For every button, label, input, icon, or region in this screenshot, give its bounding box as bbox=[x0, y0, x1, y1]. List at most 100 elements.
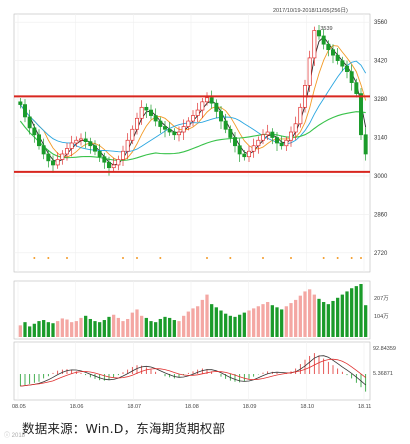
macd-bar bbox=[253, 374, 255, 377]
volume-bar bbox=[37, 321, 41, 337]
volume-bar bbox=[326, 304, 330, 337]
macd-bar bbox=[127, 369, 129, 374]
volume-bar bbox=[177, 321, 181, 337]
macd-bar bbox=[150, 369, 152, 374]
macd-bar bbox=[239, 374, 241, 383]
candle-body bbox=[130, 128, 135, 141]
volume-bar bbox=[340, 294, 344, 337]
volume-bar bbox=[46, 322, 50, 337]
candle-body bbox=[307, 57, 312, 86]
event-dot bbox=[122, 257, 124, 259]
candle-body bbox=[125, 139, 130, 152]
y-tick-label: 2720 bbox=[374, 251, 388, 257]
macd-bar bbox=[103, 374, 105, 381]
candle-body bbox=[237, 145, 242, 155]
volume-bar bbox=[130, 312, 134, 337]
volume-bar bbox=[191, 308, 195, 337]
candle-body bbox=[46, 153, 51, 162]
candle-body bbox=[270, 131, 275, 138]
candle-body bbox=[251, 145, 256, 152]
volume-bar bbox=[359, 284, 363, 337]
volume-bar bbox=[298, 295, 302, 337]
macd-bar bbox=[327, 361, 329, 374]
volume-bar bbox=[186, 311, 190, 337]
event-dot bbox=[350, 257, 353, 259]
macd-bar bbox=[262, 372, 264, 374]
volume-bar bbox=[224, 313, 228, 337]
candle-body bbox=[359, 93, 363, 136]
macd-bar bbox=[313, 353, 315, 374]
volume-bar bbox=[28, 326, 32, 337]
macd-bar bbox=[164, 374, 166, 377]
volume-bar bbox=[312, 294, 316, 337]
volume-bar bbox=[280, 309, 284, 337]
candle-body bbox=[279, 142, 284, 147]
candle-body bbox=[265, 131, 270, 136]
candle-body bbox=[55, 159, 60, 166]
macd-bar bbox=[117, 374, 119, 376]
candle-body bbox=[107, 161, 111, 169]
volume-tick-label: 104万 bbox=[374, 313, 389, 320]
candle-body bbox=[74, 139, 79, 144]
volume-bar bbox=[163, 316, 167, 337]
date-range-label: 2017/10/19-2018/11/05(256日) bbox=[273, 7, 348, 14]
macd-bar bbox=[38, 374, 40, 382]
candle-body bbox=[79, 138, 83, 141]
candle-body bbox=[228, 128, 233, 138]
macd-bar bbox=[52, 372, 54, 374]
volume-bar bbox=[205, 294, 209, 337]
candle-body bbox=[32, 127, 37, 136]
volume-bar bbox=[256, 306, 260, 337]
volume-bar bbox=[345, 291, 349, 337]
volume-bar bbox=[233, 316, 237, 337]
source-caption: 数据来源：Win.D，东海期货期权部 bbox=[22, 421, 226, 436]
y-axis-tick-labels: 2720 2860 3000 3140 3280 3420 3560 bbox=[374, 20, 388, 257]
volume-tick-label: 207万 bbox=[374, 295, 389, 302]
candle-body bbox=[121, 150, 125, 160]
high-price-label: 3539 bbox=[320, 26, 332, 32]
candle-body bbox=[214, 102, 219, 112]
macd-bar bbox=[122, 372, 124, 374]
candle-body bbox=[345, 65, 349, 72]
volume-bar bbox=[112, 314, 116, 337]
candle-body bbox=[223, 120, 228, 130]
candle-body bbox=[256, 139, 261, 147]
candle-body bbox=[289, 131, 293, 141]
x-tick-label: 18.11 bbox=[358, 404, 371, 410]
event-dot bbox=[262, 257, 264, 259]
volume-bar bbox=[93, 321, 97, 337]
volume-bar bbox=[336, 297, 340, 337]
volume-bar bbox=[74, 321, 78, 337]
volume-bar bbox=[303, 291, 307, 337]
volume-bar bbox=[65, 319, 69, 337]
ma-orange-line bbox=[19, 45, 367, 161]
volume-bar bbox=[364, 305, 368, 337]
volume-bar bbox=[102, 320, 106, 337]
x-tick-label: 18.09 bbox=[243, 404, 257, 410]
candle-body bbox=[354, 82, 359, 94]
x-tick-label: 08.05 bbox=[12, 404, 26, 410]
macd-bar bbox=[248, 374, 250, 379]
macd-bar bbox=[201, 368, 203, 374]
volume-bar bbox=[289, 303, 293, 337]
volume-bar bbox=[210, 304, 214, 337]
y-tick-label: 3420 bbox=[374, 59, 388, 65]
macd-bar bbox=[206, 369, 208, 374]
volume-bar bbox=[140, 315, 144, 337]
volume-bar bbox=[247, 310, 251, 337]
macd-bar bbox=[267, 371, 269, 374]
macd-bar bbox=[99, 374, 101, 381]
candle-body bbox=[23, 104, 27, 118]
macd-bar bbox=[183, 374, 185, 376]
candle-body bbox=[177, 131, 181, 136]
watermark: ⓘ 2018 bbox=[4, 433, 26, 439]
candle-body bbox=[200, 101, 205, 111]
macd-bar bbox=[225, 374, 227, 379]
volume-bar bbox=[219, 310, 223, 337]
y-tick-label: 3140 bbox=[374, 136, 388, 142]
candle-body bbox=[144, 106, 149, 111]
event-dot bbox=[206, 257, 208, 259]
macd-bar bbox=[337, 368, 339, 374]
volume-bar bbox=[261, 304, 265, 337]
